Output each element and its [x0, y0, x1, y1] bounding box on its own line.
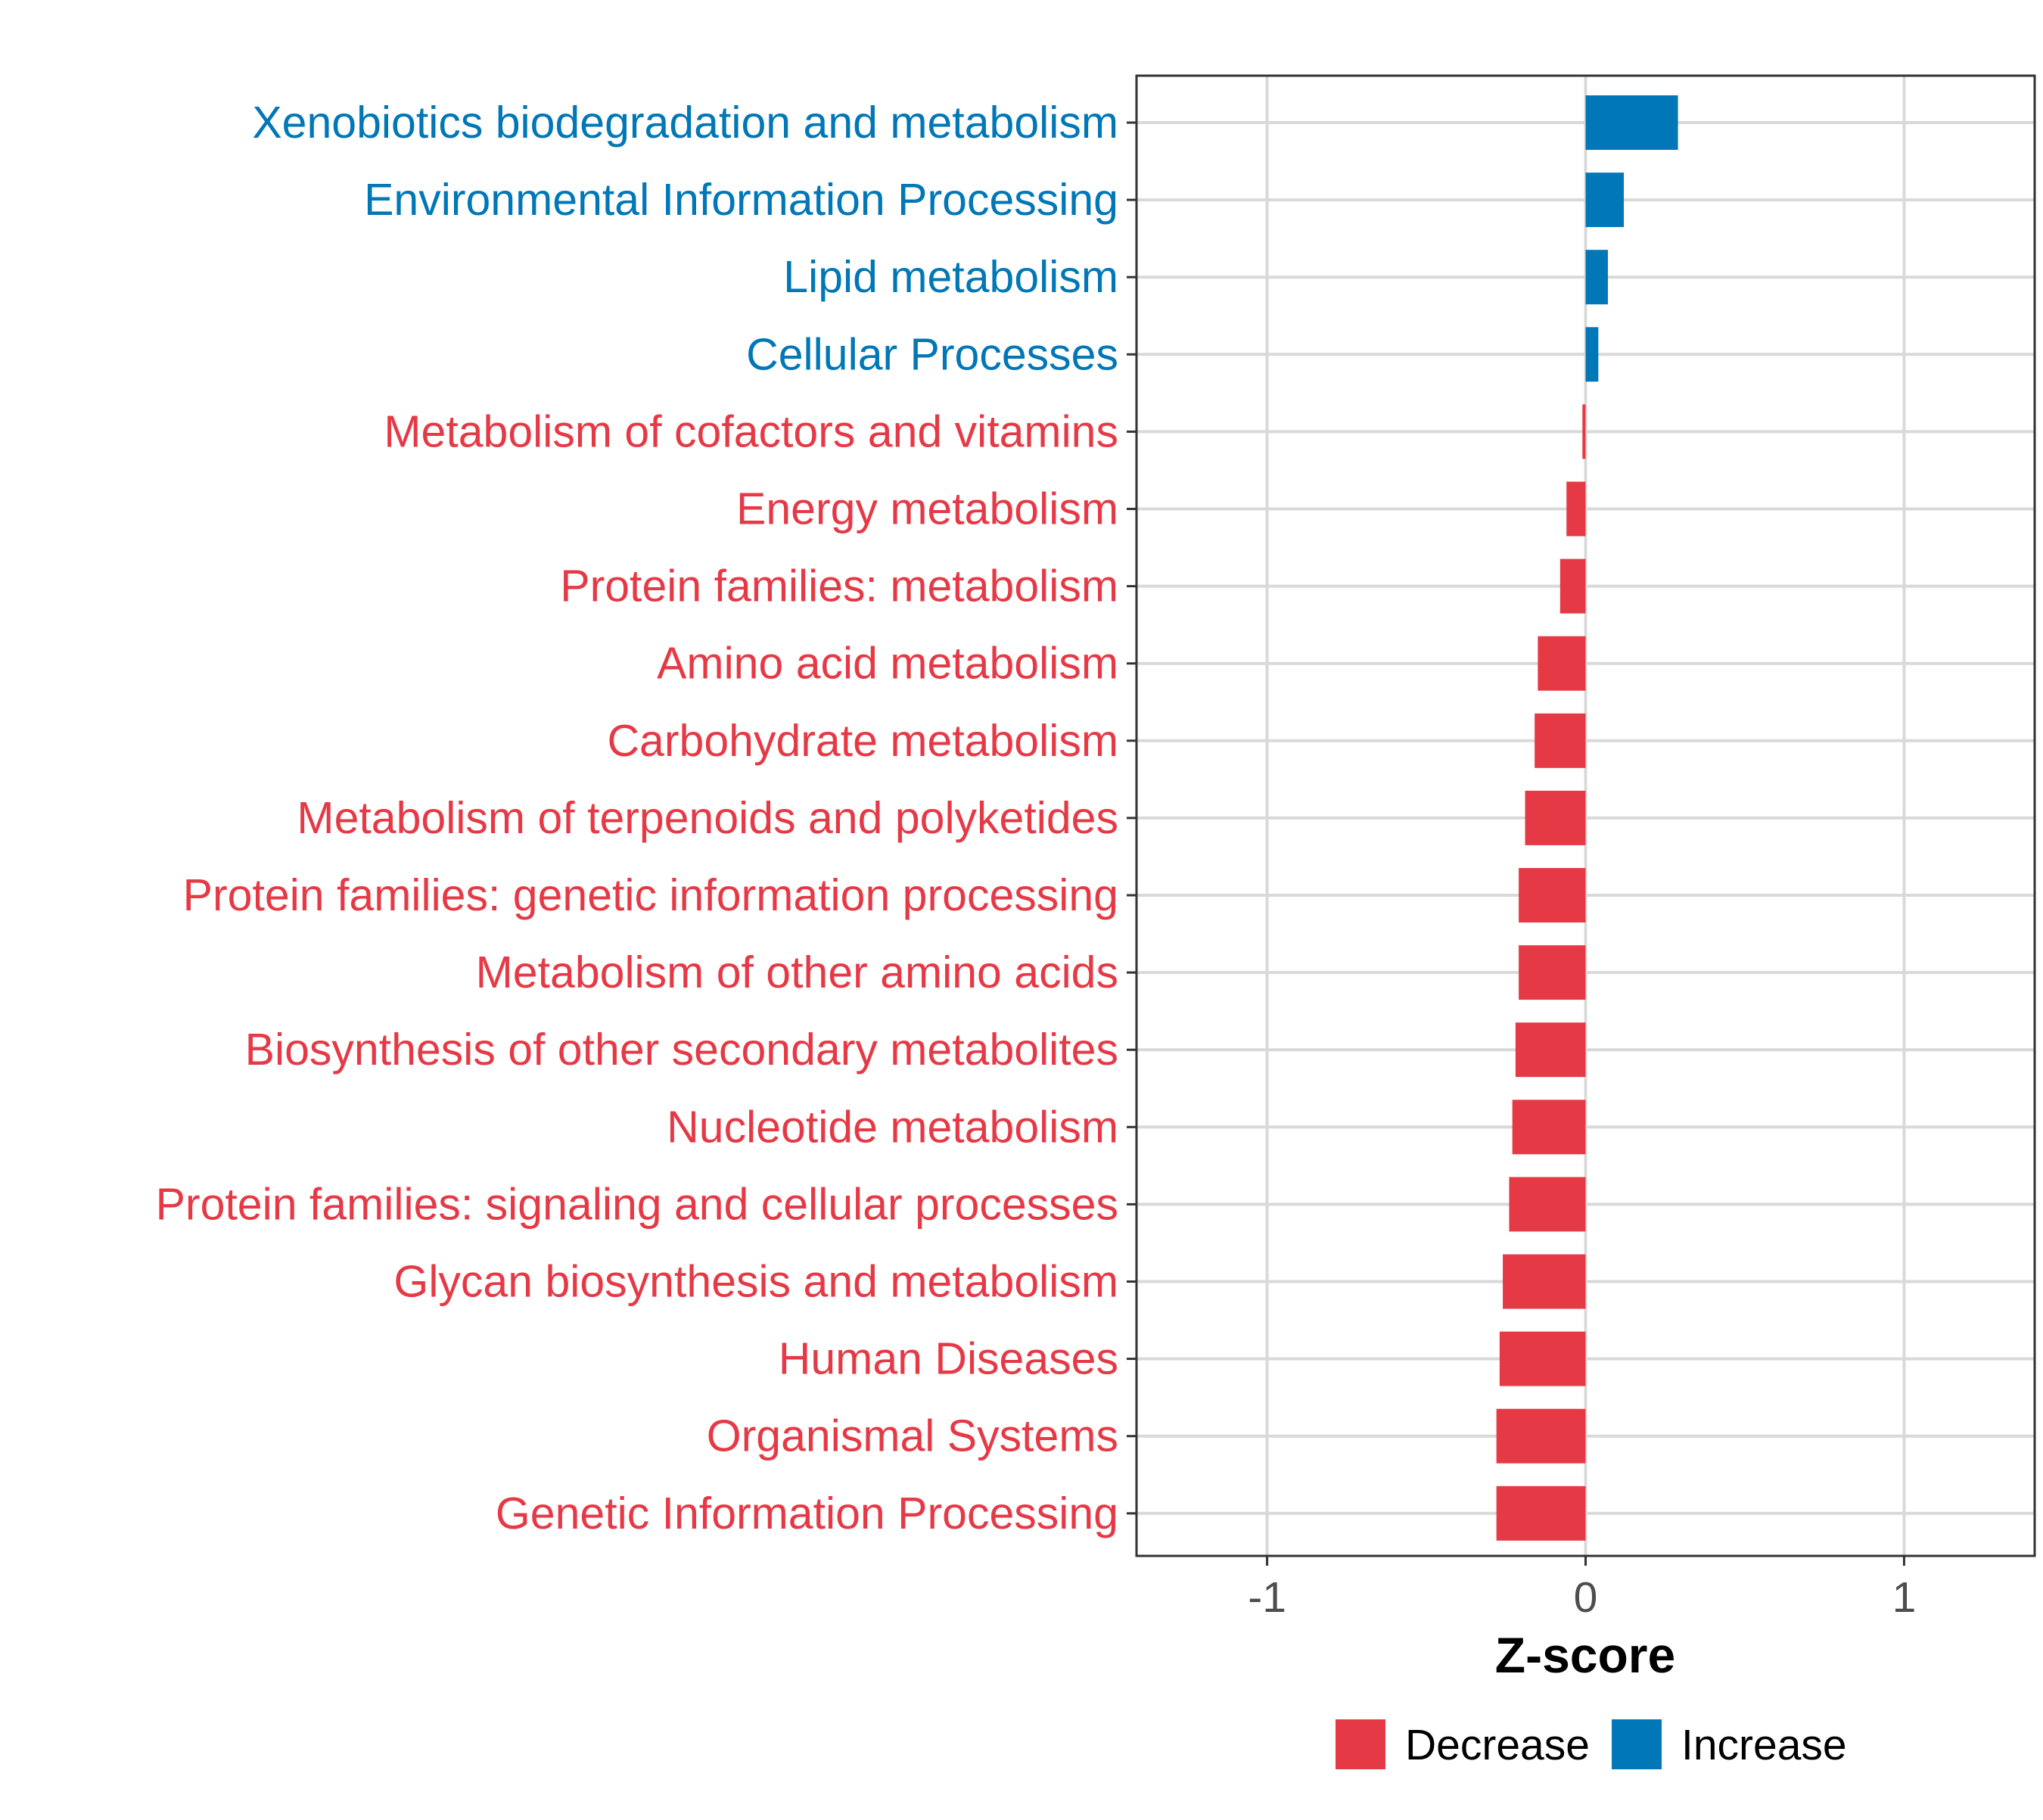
bar-layer [1496, 95, 1678, 1541]
bar[interactable] [1585, 327, 1599, 382]
bar[interactable] [1512, 1100, 1586, 1155]
category-label: Metabolism of other amino acids [476, 947, 1118, 997]
category-label: Organismal Systems [707, 1411, 1118, 1461]
x-tick-label: 1 [1892, 1573, 1917, 1622]
category-label: Nucleotide metabolism [667, 1102, 1118, 1152]
category-label: Protein families: signaling and cellular… [156, 1179, 1118, 1229]
bar[interactable] [1585, 250, 1608, 305]
x-tick-label: 0 [1574, 1573, 1598, 1622]
category-label: Carbohydrate metabolism [607, 716, 1118, 766]
bar[interactable] [1566, 481, 1586, 537]
bar[interactable] [1503, 1254, 1586, 1309]
legend-label: Increase [1681, 1721, 1847, 1769]
bar[interactable] [1496, 1408, 1586, 1464]
category-label: Protein families: metabolism [560, 562, 1118, 611]
bar[interactable] [1509, 1177, 1586, 1232]
legend-label: Decrease [1405, 1721, 1590, 1769]
bar[interactable] [1515, 1022, 1586, 1078]
category-label: Protein families: genetic information pr… [183, 870, 1118, 920]
category-label: Metabolism of cofactors and vitamins [384, 406, 1118, 456]
bar[interactable] [1519, 868, 1586, 922]
category-label: Metabolism of terpenoids and polyketides [297, 793, 1118, 843]
bar[interactable] [1559, 558, 1586, 614]
category-label: Cellular Processes [746, 329, 1118, 379]
category-label: Genetic Information Processing [496, 1489, 1118, 1538]
category-label: Energy metabolism [736, 484, 1118, 534]
bar[interactable] [1585, 95, 1678, 150]
bar[interactable] [1496, 1486, 1586, 1541]
x-axis: -1 0 1 [1248, 1556, 1916, 1622]
category-label: Xenobiotics biodegradation and metabolis… [252, 98, 1118, 148]
legend-swatch [1336, 1719, 1385, 1769]
bar[interactable] [1535, 713, 1586, 768]
category-label: Human Diseases [779, 1334, 1118, 1384]
bar[interactable] [1538, 636, 1586, 691]
category-label: Glycan biosynthesis and metabolism [393, 1257, 1118, 1307]
category-label: Biosynthesis of other secondary metaboli… [245, 1025, 1118, 1075]
y-axis: Xenobiotics biodegradation and metabolis… [156, 98, 1137, 1538]
bar[interactable] [1499, 1331, 1586, 1386]
bar[interactable] [1525, 790, 1586, 845]
x-axis-title: Z-score [1495, 1627, 1675, 1683]
legend-swatch [1612, 1719, 1662, 1769]
bar[interactable] [1582, 404, 1586, 459]
bar[interactable] [1519, 945, 1586, 1000]
x-tick-label: -1 [1248, 1573, 1286, 1622]
bar[interactable] [1585, 173, 1625, 228]
category-label: Lipid metabolism [783, 252, 1118, 302]
category-label: Amino acid metabolism [657, 639, 1118, 689]
category-label: Environmental Information Processing [364, 175, 1118, 225]
legend: Decrease Increase [1336, 1719, 1847, 1769]
